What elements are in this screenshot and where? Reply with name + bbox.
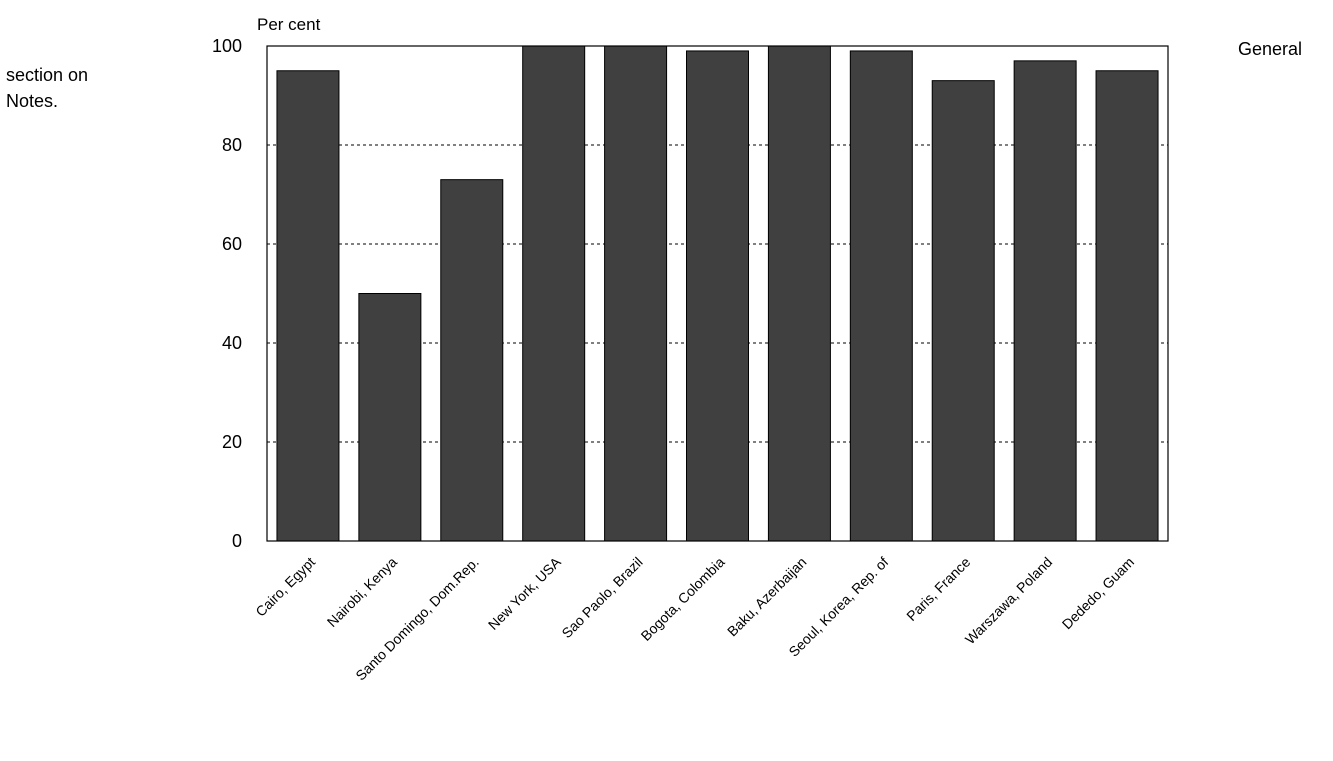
bar-0 (276, 70, 340, 542)
x-tick-label: New York, USA (485, 553, 564, 632)
y-tick-label: 60 (222, 234, 242, 254)
bar-8 (931, 80, 995, 542)
x-tick-label: Baku, Azerbaijan (724, 554, 810, 640)
plot-frame (266, 45, 1169, 542)
side-note-left: section on Notes. (6, 62, 88, 114)
side-note-left-line1: section on (6, 65, 89, 85)
side-note-right: General (1238, 39, 1303, 59)
bars (276, 45, 1159, 542)
bar-4 (604, 45, 668, 542)
y-tick-label: 20 (222, 432, 242, 452)
x-tick-label: Bogota, Colombia (638, 554, 728, 644)
y-tick-label: 0 (232, 531, 242, 551)
bar-5 (686, 50, 749, 542)
x-tick-label: Warszawa, Poland (962, 554, 1055, 647)
y-axis-ticks: 0 20 40 60 80 100 (212, 36, 242, 551)
x-tick-label: Dededo, Guam (1059, 554, 1137, 632)
side-note-left-line2: Notes. (6, 91, 59, 111)
x-tick-label: Sao Paolo, Brazil (558, 554, 645, 641)
bar-3 (522, 45, 586, 542)
bar-7 (849, 50, 913, 542)
bar-6 (767, 45, 831, 542)
y-tick-label: 100 (212, 36, 242, 56)
bar-10 (1095, 70, 1159, 542)
x-tick-label: Cairo, Egypt (252, 554, 318, 620)
y-axis-label: Per cent (257, 15, 321, 34)
bar-9 (1013, 60, 1077, 542)
x-tick-label: Nairobi, Kenya (324, 554, 400, 630)
y-tick-label: 40 (222, 333, 242, 353)
y-tick-label: 80 (222, 135, 242, 155)
x-tick-label: Paris, France (903, 554, 973, 624)
bar-2 (440, 179, 504, 542)
bar-1 (358, 293, 422, 542)
